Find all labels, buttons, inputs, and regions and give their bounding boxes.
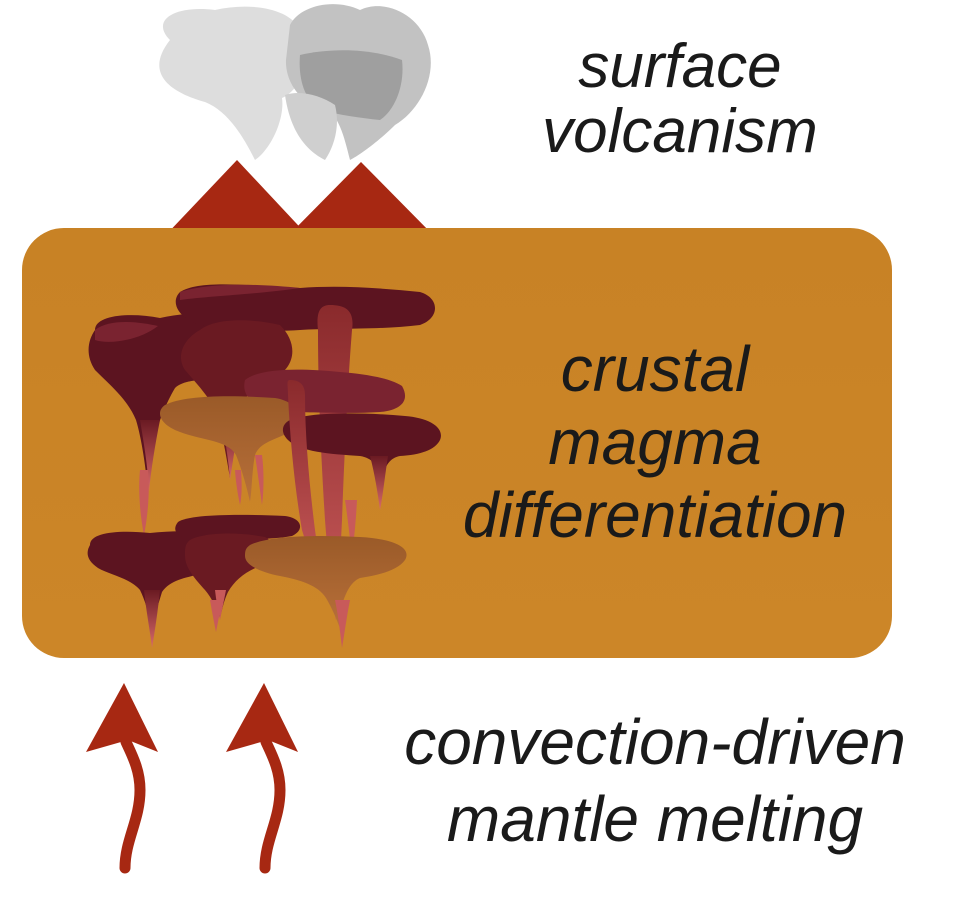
ash-plume-icon [159,4,431,161]
crustal-label-line3: differentiation [462,478,848,551]
convection-label-line1: convection-driven [404,706,906,778]
volcano-icon [163,160,436,238]
crustal-label-line2: magma [548,405,762,478]
upward-arrow-icon [86,683,298,874]
convection-label-line2: mantle melting [446,782,864,855]
surface-label-line2: volcanism [542,97,818,167]
surface-volcanism-label: surface volcanism [510,34,850,164]
crustal-magma-label: crustal magma differentiation [420,333,890,552]
magma-bodies [87,284,441,648]
surface-label-line1: surface [578,32,782,101]
convection-melting-label: convection-driven mantle melting [350,704,960,858]
crustal-label-line1: crustal [560,333,750,405]
